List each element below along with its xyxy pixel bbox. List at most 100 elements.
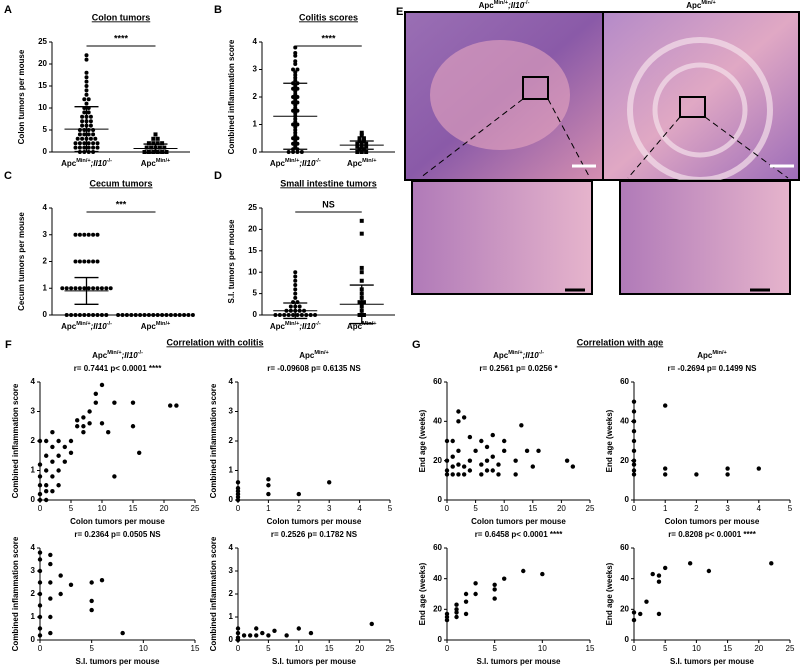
- data-point: [444, 438, 450, 444]
- x-tick-label: 1: [266, 504, 271, 513]
- y-axis-label: End age (weeks): [605, 562, 614, 625]
- y-tick-label: 60: [620, 377, 629, 386]
- y-tick-label: 0: [43, 310, 48, 319]
- y-tick-label: 2: [229, 589, 234, 598]
- data-point: [295, 100, 300, 105]
- data-point: [44, 483, 49, 488]
- x-tick-label: 0: [38, 504, 43, 513]
- x-tick-label: 15: [723, 644, 732, 653]
- data-point: [291, 100, 296, 105]
- x-tick-label: ApcMin/+;Il10-/-: [270, 158, 321, 168]
- data-point: [479, 438, 484, 444]
- data-point: [631, 472, 637, 477]
- data-point: [64, 286, 69, 291]
- data-point: [84, 88, 89, 93]
- data-point: [104, 286, 109, 291]
- chart-title-part: Min/+: [712, 350, 727, 356]
- data-point: [151, 136, 156, 141]
- stats-label: r= 0.8208 p< 0.0001 ****: [668, 530, 757, 539]
- data-point: [73, 313, 78, 317]
- x-tick-label: ApcMin/+: [347, 158, 377, 168]
- data-point: [50, 488, 55, 494]
- data-point: [86, 128, 91, 132]
- data-point: [277, 313, 282, 317]
- data-point: [82, 110, 87, 115]
- data-point: [87, 409, 92, 414]
- y-tick-label: 4: [31, 543, 36, 552]
- x-tick-label: 20: [557, 504, 566, 513]
- data-point: [48, 561, 53, 567]
- data-point: [77, 232, 82, 237]
- data-point: [450, 454, 455, 459]
- y-tick-label: 2: [31, 589, 36, 598]
- x-tick-label-part: Apc: [61, 159, 77, 168]
- data-point: [492, 596, 497, 601]
- data-point: [631, 409, 637, 414]
- y-axis-label: Combined inflammation score: [11, 536, 20, 651]
- data-point: [104, 313, 109, 317]
- data-point: [151, 141, 156, 146]
- y-tick-label: 25: [38, 37, 47, 46]
- x-tick-label: 4: [357, 504, 362, 513]
- y-tick-label: 2: [229, 436, 234, 445]
- stats-label: r= 0.2364 p= 0.0505 NS: [74, 530, 161, 539]
- y-tick-label: 1: [253, 120, 258, 129]
- data-point: [473, 448, 478, 454]
- data-point: [89, 607, 94, 613]
- data-point: [484, 468, 490, 473]
- x-tick-label-part: Min/+: [362, 321, 377, 327]
- data-point: [64, 313, 69, 317]
- significance-label: ***: [116, 199, 127, 209]
- significance-label: NS: [322, 199, 335, 209]
- data-point: [88, 119, 93, 124]
- data-point: [291, 313, 296, 317]
- data-point: [37, 483, 43, 488]
- data-point: [86, 259, 91, 264]
- error-bar: [283, 82, 308, 150]
- data-point: [473, 581, 478, 586]
- data-point: [112, 400, 117, 405]
- data-point: [75, 424, 80, 429]
- data-point: [456, 448, 461, 454]
- x-tick-label-part: -/-: [315, 321, 320, 327]
- stats-label: r= 0.7441 p< 0.0001 ****: [74, 364, 163, 373]
- data-point: [293, 270, 298, 275]
- data-point: [84, 84, 89, 88]
- data-point: [48, 596, 53, 601]
- data-point: [82, 132, 87, 137]
- data-point: [490, 454, 495, 459]
- x-tick-label: 10: [692, 644, 701, 653]
- data-point: [656, 611, 662, 617]
- data-point: [37, 603, 43, 608]
- data-point: [160, 141, 165, 146]
- data-point: [663, 472, 668, 477]
- data-point: [37, 557, 43, 562]
- data-point: [524, 448, 530, 454]
- data-point: [84, 79, 89, 84]
- data-point: [450, 472, 455, 477]
- data-point: [650, 571, 655, 577]
- data-point: [48, 630, 53, 636]
- data-point: [282, 313, 287, 317]
- data-point: [293, 53, 298, 58]
- x-tick-label-part: Min/+: [285, 321, 300, 327]
- data-point: [89, 580, 94, 585]
- x-axis-label: S.I. tumors per mouse: [272, 657, 357, 666]
- data-point: [513, 472, 518, 477]
- image-title-part: -/-: [524, 0, 529, 6]
- data-point: [77, 128, 82, 132]
- data-point: [291, 136, 296, 141]
- y-tick-label: 15: [248, 246, 257, 255]
- data-point: [247, 633, 253, 638]
- x-tick-label-part: Min/+: [285, 158, 300, 164]
- data-point: [293, 287, 298, 292]
- error-bar: [143, 143, 168, 154]
- data-point: [137, 450, 142, 455]
- data-point: [124, 313, 129, 317]
- data-point: [293, 51, 298, 55]
- data-point: [93, 391, 99, 396]
- chart-title-part: ;Il10: [122, 351, 139, 360]
- x-tick-label: 5: [388, 504, 393, 513]
- x-axis-label: Colon tumors per mouse: [665, 517, 760, 526]
- chart-title: ApcMin/+;Il10-/-: [92, 350, 143, 360]
